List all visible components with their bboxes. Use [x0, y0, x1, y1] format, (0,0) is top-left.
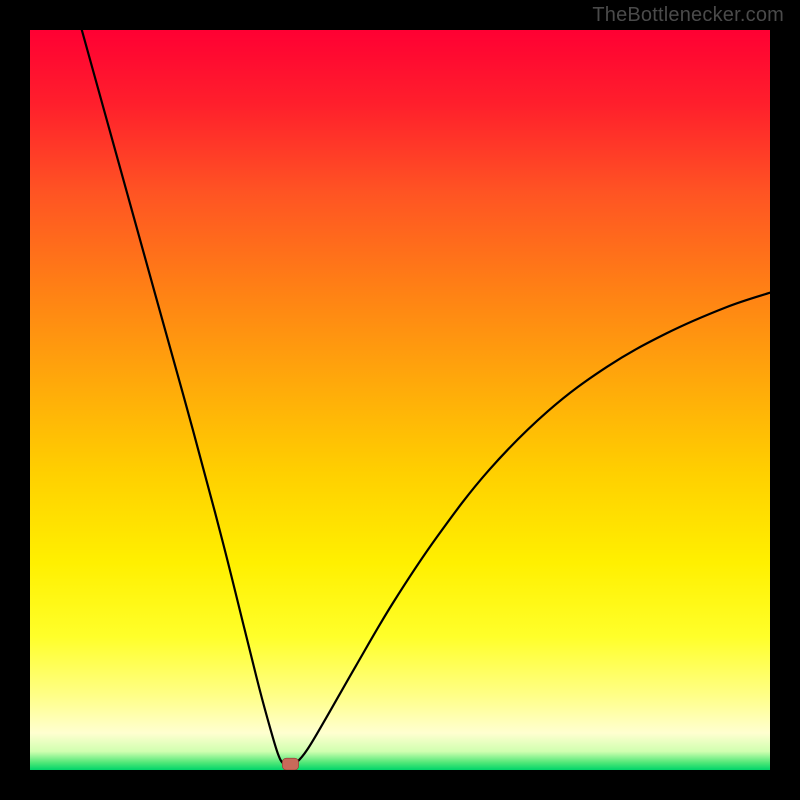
optimal-point-marker [282, 758, 298, 770]
bottleneck-chart [30, 30, 770, 770]
chart-root: { "watermark": { "text": "TheBottlenecke… [0, 0, 800, 800]
watermark-text: TheBottlenecker.com [592, 4, 784, 27]
plot-area [30, 30, 770, 770]
gradient-background [30, 30, 770, 770]
